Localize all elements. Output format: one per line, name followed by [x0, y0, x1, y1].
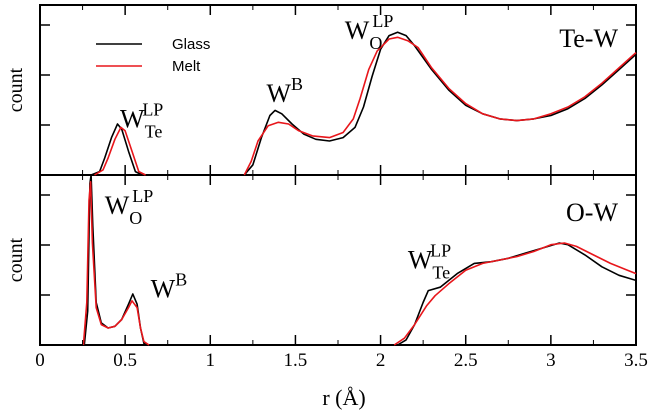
top-annotation-1: WB: [266, 74, 303, 108]
top-panel-title: Te-W: [559, 24, 618, 53]
top-annotation-2: WOLP: [345, 11, 394, 53]
bottom-annotation-0: WOLP: [105, 186, 154, 228]
bottom-panel-frame: [39, 174, 637, 346]
x-tick-label: 3: [546, 350, 556, 371]
x-tick-label: 0.5: [113, 350, 137, 371]
bottom-annotation-2: WTeLP: [408, 241, 451, 283]
top-panel-frame: [39, 4, 637, 176]
x-tick-label: 1: [206, 350, 216, 371]
x-tick-label: 2: [376, 350, 386, 371]
x-tick-label: 1.5: [284, 350, 308, 371]
top-series-melt: [94, 36, 637, 176]
x-tick-label: 0: [35, 350, 45, 371]
x-axis-label: r (Å): [322, 385, 365, 410]
bottom-annotation-1: WB: [151, 269, 188, 303]
top-y-axis-label: count: [5, 67, 27, 112]
legend-label-glass: Glass: [172, 36, 210, 53]
bottom-series-melt: [82, 181, 637, 346]
legend-label-melt: Melt: [172, 58, 201, 75]
bottom-panel-title: O-W: [566, 198, 618, 227]
top-annotation-0: WTeLP: [120, 99, 163, 141]
x-tick-label: 2.5: [454, 350, 478, 371]
bottom-series-glass: [83, 174, 637, 346]
bottom-y-axis-label: count: [5, 237, 27, 282]
x-tick-label: 3.5: [624, 350, 648, 371]
top-series-glass: [90, 31, 637, 176]
